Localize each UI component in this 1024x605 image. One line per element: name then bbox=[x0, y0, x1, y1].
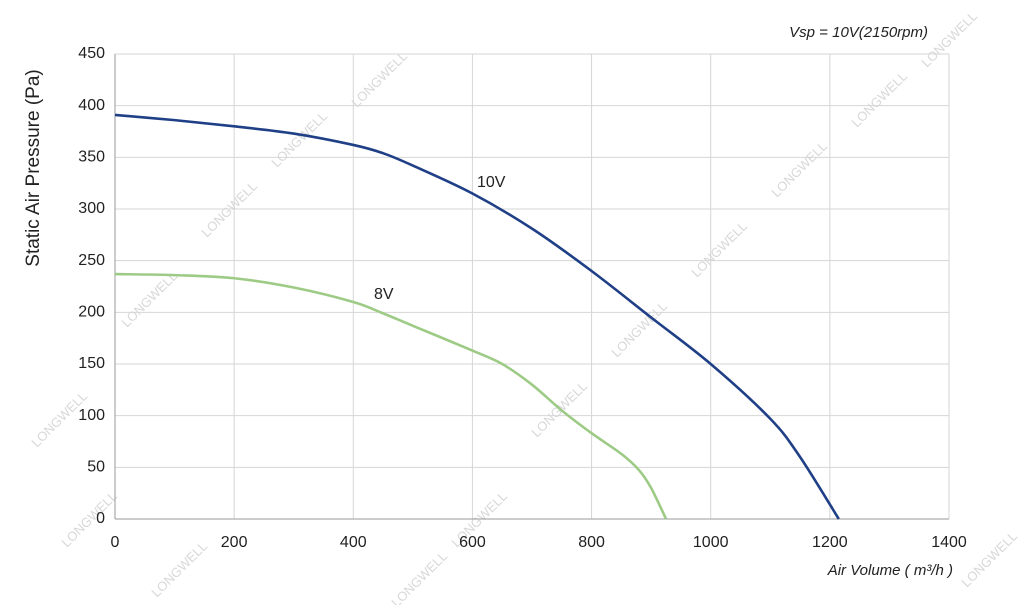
x-tick-label: 800 bbox=[578, 534, 605, 551]
chart-subtitle: Vsp = 10V(2150rpm) bbox=[789, 24, 928, 41]
y-tick-label: 0 bbox=[96, 510, 105, 527]
watermark: LONGWELL bbox=[388, 548, 450, 605]
y-axis-label: Static Air Pressure (Pa) bbox=[23, 69, 44, 266]
x-tick-label: 600 bbox=[459, 534, 486, 551]
x-tick-label: 1400 bbox=[931, 534, 967, 551]
y-tick-label: 200 bbox=[78, 304, 105, 321]
y-tick-label: 50 bbox=[87, 459, 105, 476]
watermark: LONGWELL bbox=[348, 48, 410, 110]
x-tick-label: 0 bbox=[111, 534, 120, 551]
x-tick-label: 400 bbox=[340, 534, 367, 551]
series-label: 8V bbox=[374, 286, 394, 303]
y-tick-label: 100 bbox=[78, 407, 105, 424]
y-tick-label: 150 bbox=[78, 355, 105, 372]
y-tick-label: 400 bbox=[78, 97, 105, 114]
y-tick-label: 250 bbox=[78, 252, 105, 269]
watermark: LONGWELL bbox=[958, 528, 1020, 590]
series-label: 10V bbox=[477, 174, 506, 191]
watermark: LONGWELL bbox=[118, 268, 180, 330]
x-axis-label: Air Volume ( m³/h ) bbox=[827, 562, 953, 579]
x-tick-label: 1000 bbox=[693, 534, 729, 551]
x-tick-label: 1200 bbox=[812, 534, 848, 551]
y-tick-label: 450 bbox=[78, 45, 105, 62]
watermark: LONGWELL bbox=[688, 218, 750, 280]
line-series bbox=[114, 272, 668, 520]
y-tick-label: 350 bbox=[78, 149, 105, 166]
x-tick-label: 200 bbox=[221, 534, 248, 551]
watermark: LONGWELL bbox=[848, 68, 910, 130]
watermark: LONGWELL bbox=[768, 138, 830, 200]
y-tick-label: 300 bbox=[78, 200, 105, 217]
line-series bbox=[114, 113, 840, 520]
watermark: LONGWELL bbox=[148, 538, 210, 600]
